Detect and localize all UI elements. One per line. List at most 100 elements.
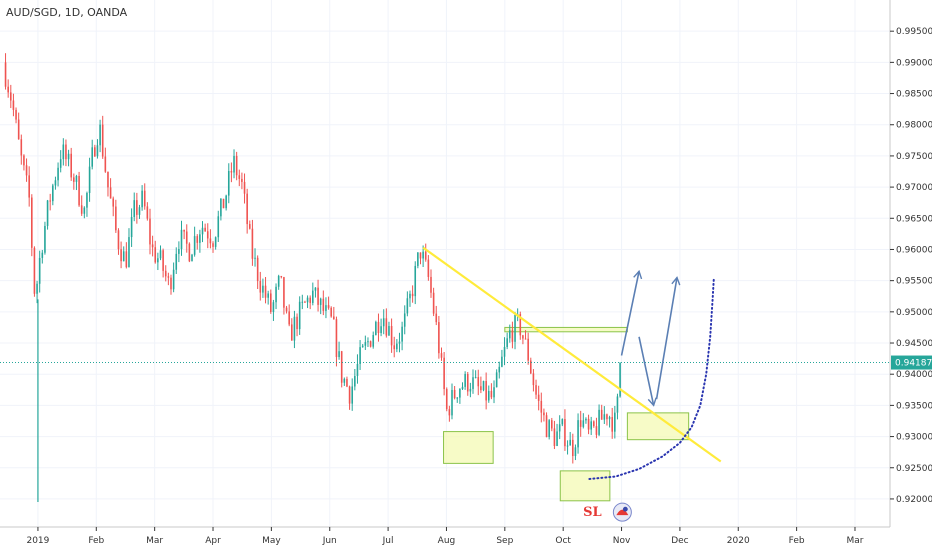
- candle-body: [424, 251, 427, 260]
- candle-body: [172, 269, 175, 290]
- candle-body: [28, 175, 30, 198]
- candle-body: [117, 230, 120, 250]
- candle-body: [493, 387, 495, 398]
- candle-body: [443, 357, 445, 390]
- candle-body: [440, 353, 443, 358]
- projection-arrow: [620, 269, 643, 356]
- candle-body: [44, 225, 46, 253]
- candle-body: [480, 386, 482, 391]
- candle-body: [351, 386, 354, 404]
- candle-body: [259, 281, 262, 293]
- candle-body: [438, 322, 440, 354]
- candle-body: [354, 375, 356, 387]
- candle-body: [248, 224, 251, 229]
- y-tick-label: 0.98500: [896, 90, 932, 100]
- zone-rect: [559, 470, 611, 502]
- candle-body: [419, 252, 422, 259]
- candle-body: [170, 277, 172, 290]
- candle-body: [574, 447, 577, 457]
- zone-rect: [443, 431, 494, 464]
- candle-body: [396, 343, 398, 350]
- candle-body: [149, 218, 151, 245]
- candle-body: [62, 144, 65, 160]
- candle-body: [86, 192, 88, 208]
- candle-body: [346, 378, 348, 387]
- y-tick-label: 0.98000: [896, 121, 932, 131]
- candle-body: [9, 92, 12, 101]
- candle-body: [33, 247, 36, 294]
- candle-body: [529, 360, 532, 374]
- candle-body: [309, 297, 311, 303]
- candle-body: [506, 338, 508, 347]
- candle-body: [619, 362, 621, 397]
- candle-body: [593, 421, 595, 427]
- candle-body: [151, 244, 154, 248]
- y-tick-label: 0.94500: [896, 339, 932, 349]
- candle-body: [196, 236, 199, 243]
- candle-body: [569, 439, 571, 446]
- candle-body: [401, 326, 403, 342]
- candle-body: [191, 254, 193, 262]
- candle-body: [12, 100, 15, 110]
- candle-body: [312, 290, 314, 303]
- candle-body: [532, 373, 535, 386]
- candle-body: [41, 252, 44, 258]
- candle-body: [556, 431, 558, 446]
- candle-body: [472, 377, 474, 389]
- y-tick-label: 0.94000: [896, 370, 932, 380]
- candle-body: [595, 426, 598, 435]
- candle-body: [241, 178, 243, 182]
- y-tick-label: 0.99000: [896, 58, 932, 68]
- candle-body: [291, 324, 293, 341]
- x-tick-label: Jul: [382, 536, 394, 546]
- candle-body: [220, 198, 222, 217]
- candle-body: [435, 313, 438, 323]
- candle-body: [590, 421, 592, 430]
- candle-body: [243, 181, 246, 194]
- candle-body: [616, 396, 619, 413]
- candle-body: [122, 251, 125, 262]
- candle-body: [587, 418, 590, 430]
- logo-badge-icon: [612, 502, 632, 522]
- candle-body: [398, 341, 401, 344]
- candle-body: [461, 386, 464, 389]
- candle-body: [57, 167, 59, 181]
- candle-body: [614, 412, 616, 432]
- candle-body: [107, 171, 109, 188]
- candle-body: [17, 119, 20, 140]
- candle-body: [474, 377, 477, 379]
- y-tick-label: 0.96500: [896, 214, 932, 224]
- candle-body: [411, 293, 414, 297]
- candle-body: [582, 420, 585, 427]
- candle-body: [25, 165, 28, 176]
- candle-body: [164, 270, 167, 277]
- candle-body: [180, 229, 183, 250]
- candle-body: [585, 418, 587, 421]
- candle-body: [456, 397, 459, 399]
- candle-body: [603, 414, 606, 420]
- candle-body: [482, 381, 485, 391]
- candle-body: [283, 277, 285, 308]
- candle-body: [406, 298, 409, 314]
- candle-body: [130, 216, 133, 238]
- candle-body: [522, 335, 524, 339]
- candle-body: [340, 351, 343, 383]
- candle-body: [553, 428, 556, 446]
- candle-body: [94, 147, 96, 157]
- candle-body: [579, 420, 582, 427]
- x-tick-label: 2019: [26, 536, 49, 546]
- candle-body: [417, 252, 419, 266]
- candle-body: [70, 153, 72, 178]
- candle-body: [49, 200, 51, 202]
- candle-body: [133, 200, 136, 217]
- candle-body: [201, 227, 204, 235]
- candle-body: [264, 285, 267, 298]
- y-tick-label: 0.93000: [896, 433, 932, 443]
- candle-body: [558, 424, 561, 432]
- candle-body: [120, 249, 122, 262]
- candle-body: [301, 301, 304, 303]
- candle-body: [83, 207, 86, 214]
- candle-body: [238, 175, 241, 179]
- candle-body: [157, 258, 159, 263]
